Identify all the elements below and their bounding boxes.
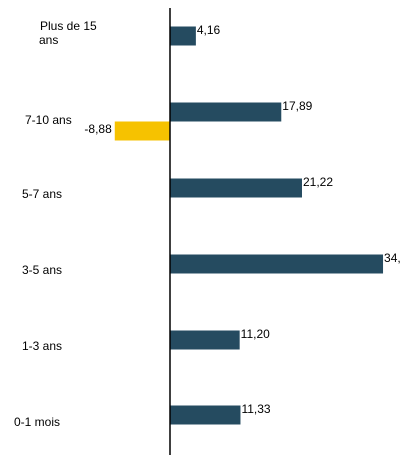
bar-value-label: 4,16 (197, 23, 221, 37)
labels-layer: Plus de 15 ans 7-10 ans 5-7 ans 3-5 ans 1-3 a… (14, 19, 401, 429)
category-label: Plus de 15 ans (39, 19, 97, 47)
category-label: 7-10 ans (25, 113, 72, 127)
bar-value-label: 11,33 (241, 402, 270, 416)
category-label: 0-1 mois (14, 415, 60, 429)
bar-positive (170, 254, 384, 274)
bar-value-label: -8,88 (84, 122, 112, 136)
bar-positive (170, 330, 240, 350)
bar-positive (170, 26, 196, 46)
bar-positive (170, 102, 282, 122)
bar-value-label: 21,22 (303, 175, 333, 189)
category-label: 3-5 ans (22, 263, 62, 277)
bar-positive (170, 178, 302, 198)
category-label: 1-3 ans (22, 339, 62, 353)
bar-positive (170, 405, 241, 425)
bars-layer (114, 26, 384, 425)
bar-value-label: 17,89 (282, 99, 312, 113)
category-label: 5-7 ans (22, 187, 62, 201)
bar-value-label: 34,25 (384, 251, 401, 265)
bar-negative (114, 121, 170, 141)
bar-value-label: 11,20 (241, 327, 270, 341)
